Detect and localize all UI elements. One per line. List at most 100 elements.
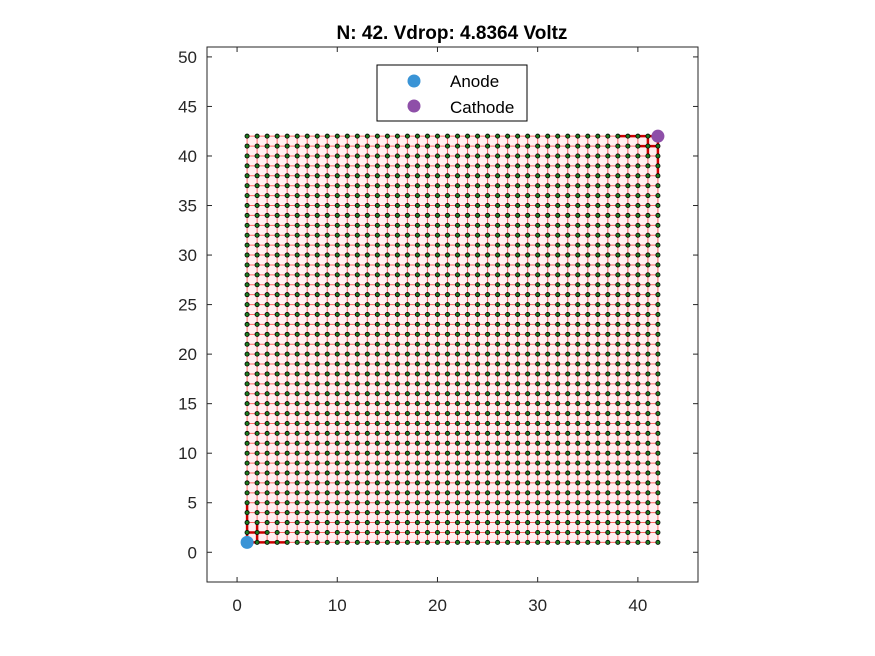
lattice-node [455, 401, 461, 407]
lattice-node [455, 351, 461, 357]
lattice-node [505, 232, 511, 238]
lattice-node [655, 203, 661, 209]
lattice-node [495, 173, 501, 179]
lattice-node [505, 212, 511, 218]
lattice-node [655, 500, 661, 506]
lattice-node [434, 401, 440, 407]
lattice-node [294, 411, 300, 417]
lattice-node [625, 222, 631, 228]
lattice-node [555, 153, 561, 159]
lattice-node [475, 252, 481, 258]
lattice-node [635, 222, 641, 228]
lattice-node [284, 341, 290, 347]
lattice-node [525, 440, 531, 446]
lattice-node [434, 282, 440, 288]
lattice-node [475, 341, 481, 347]
lattice-node [565, 262, 571, 268]
lattice-node [364, 500, 370, 506]
lattice-node [635, 490, 641, 496]
lattice-node [264, 262, 270, 268]
lattice-node [244, 460, 250, 466]
lattice-node [655, 173, 661, 179]
lattice-node [525, 371, 531, 377]
lattice-node [244, 520, 250, 526]
lattice-node [475, 272, 481, 278]
lattice-node [444, 193, 450, 199]
lattice-node [545, 331, 551, 337]
lattice-node [274, 430, 280, 436]
lattice-node [354, 262, 360, 268]
lattice-node [384, 311, 390, 317]
lattice-node [625, 311, 631, 317]
lattice-node [244, 391, 250, 397]
marker-cathode [651, 129, 665, 143]
lattice-node [384, 341, 390, 347]
lattice-node [364, 391, 370, 397]
lattice-node [455, 510, 461, 516]
lattice-node [264, 440, 270, 446]
lattice-node [254, 341, 260, 347]
lattice-node [294, 262, 300, 268]
lattice-node [254, 262, 260, 268]
lattice-node [565, 490, 571, 496]
lattice-node [384, 212, 390, 218]
lattice-node [645, 411, 651, 417]
lattice-node [334, 302, 340, 308]
lattice-node [515, 480, 521, 486]
lattice-node [515, 133, 521, 139]
lattice-node [595, 222, 601, 228]
lattice-node [605, 470, 611, 476]
lattice-node [575, 381, 581, 387]
lattice-node [404, 351, 410, 357]
lattice-node [394, 292, 400, 298]
lattice-node [655, 341, 661, 347]
lattice-node [384, 262, 390, 268]
lattice-node [465, 430, 471, 436]
lattice-node [354, 420, 360, 426]
lattice-node [324, 143, 330, 149]
lattice-node [515, 440, 521, 446]
lattice-node [615, 490, 621, 496]
lattice-node [585, 450, 591, 456]
lattice-node [324, 440, 330, 446]
lattice-node [264, 341, 270, 347]
lattice-node [394, 232, 400, 238]
lattice-node [354, 232, 360, 238]
lattice-node [565, 401, 571, 407]
lattice-node [424, 282, 430, 288]
lattice-node [555, 311, 561, 317]
lattice-node [324, 401, 330, 407]
lattice-node [645, 391, 651, 397]
lattice-node [294, 143, 300, 149]
lattice-node [414, 133, 420, 139]
lattice-node [485, 302, 491, 308]
lattice-node [525, 143, 531, 149]
lattice-node [545, 520, 551, 526]
lattice-node [244, 500, 250, 506]
lattice-node [595, 321, 601, 327]
lattice-node [424, 321, 430, 327]
lattice-node [495, 302, 501, 308]
lattice-node [394, 331, 400, 337]
lattice-node [384, 193, 390, 199]
lattice-node [635, 401, 641, 407]
y-tick-label: 30 [178, 246, 197, 265]
lattice-node [605, 183, 611, 189]
lattice-node [505, 520, 511, 526]
lattice-node [314, 163, 320, 169]
lattice-node [525, 272, 531, 278]
lattice-node [535, 539, 541, 545]
lattice-node [655, 153, 661, 159]
lattice-node [344, 272, 350, 278]
lattice-node [515, 381, 521, 387]
lattice-node [394, 420, 400, 426]
lattice-node [344, 381, 350, 387]
lattice-node [364, 242, 370, 248]
lattice-node [455, 282, 461, 288]
lattice-node [404, 460, 410, 466]
lattice-node [244, 430, 250, 436]
lattice-node [605, 341, 611, 347]
lattice-node [364, 302, 370, 308]
lattice-node [304, 331, 310, 337]
lattice-node [344, 193, 350, 199]
